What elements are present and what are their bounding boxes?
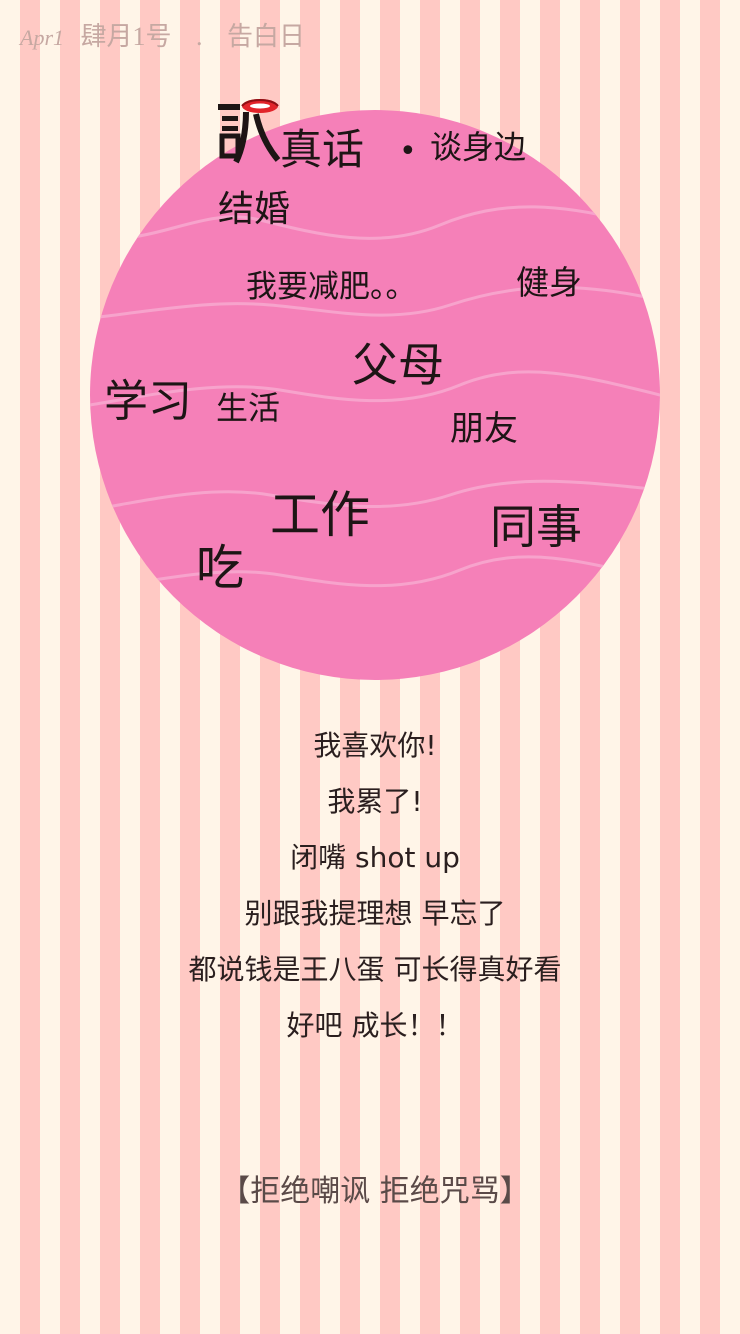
title-dot: • [399,134,417,169]
word-friends: 朋友 [450,409,518,449]
word-parents: 父母 [352,338,444,392]
quote-line: 别跟我提理想 早忘了 [244,897,506,930]
word-fitness: 健身 [516,263,582,302]
quote-line: 闭嘴 shot up [290,841,460,874]
topic-circle [90,110,660,680]
date-separator: . [196,22,203,51]
mouth-logo-icon [218,99,281,164]
title-row: 真话 • 谈身边 [212,92,552,174]
occasion-label: 告白日 [227,22,306,51]
quote-list: 我喜欢你! 我累了! 闭嘴 shot up 别跟我提理想 早忘了 都说钱是王八蛋… [0,722,750,1058]
quote-line: 好吧 成长！！ [286,1009,464,1042]
word-marriage: 结婚 [218,189,291,230]
quote-line: 我喜欢你! [313,729,437,762]
title-main: 真话 [280,125,365,174]
quote-line: 我累了! [327,785,423,818]
date-english: Apr1 [20,25,64,50]
date-chinese: 肆月1号 [80,22,172,51]
footer-note: 【拒绝嘲讽 拒绝咒骂】 [220,1174,530,1209]
word-study: 学习 [104,376,192,427]
word-work: 工作 [270,486,370,544]
word-life: 生活 [216,389,281,427]
word-diet: 我要减肥。。 [246,269,417,305]
wave-pattern [90,205,660,592]
quote-line: 都说钱是王八蛋 可长得真好看 [188,953,562,986]
word-colleagues: 同事 [490,500,582,554]
title-sub: 谈身边 [430,128,527,166]
word-eat: 吃 [196,540,245,596]
date-header: Apr1 肆月1号 . 告白日 [20,16,305,53]
